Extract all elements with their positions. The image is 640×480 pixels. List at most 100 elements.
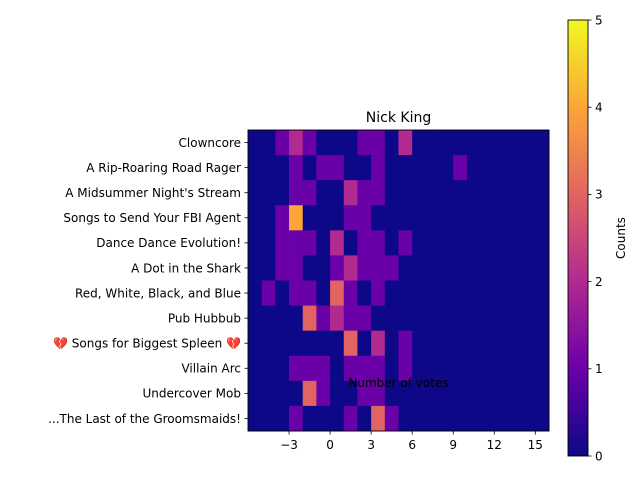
heatmap-cell xyxy=(343,380,358,407)
heatmap-cell xyxy=(453,155,468,181)
heatmap-cell xyxy=(384,380,399,407)
heatmap-cell xyxy=(453,230,468,256)
heatmap-cell xyxy=(316,255,331,281)
colorbar-tick-label: 5 xyxy=(595,13,603,27)
heatmap-cell xyxy=(275,280,290,306)
heatmap-cell xyxy=(330,330,345,357)
heatmap-cell xyxy=(521,330,536,357)
heatmap-cell xyxy=(412,230,427,256)
x-axis-label: Number of votes xyxy=(348,376,448,390)
heatmap-cell xyxy=(425,380,440,407)
heatmap-cell xyxy=(521,155,536,181)
heatmap-cell xyxy=(316,180,331,206)
heatmap-cell xyxy=(439,330,454,357)
heatmap-cell xyxy=(466,405,481,432)
heatmap-cell xyxy=(494,330,509,357)
heatmap-cell xyxy=(480,355,495,382)
heatmap-cell xyxy=(384,330,399,357)
heatmap-cell xyxy=(453,380,468,407)
heatmap-cell xyxy=(248,305,263,332)
heatmap-cell xyxy=(248,155,263,181)
heatmap-cell xyxy=(275,380,290,407)
heatmap-cell xyxy=(357,205,372,231)
heatmap-cell xyxy=(289,355,304,382)
heatmap-cell xyxy=(494,180,509,206)
heatmap-cell xyxy=(261,405,276,432)
heatmap-cell xyxy=(480,255,495,281)
heatmap-cell xyxy=(494,280,509,306)
heatmap-cell xyxy=(289,305,304,332)
heatmap-cell xyxy=(330,205,345,231)
heatmap-cell xyxy=(507,155,523,181)
colorbar-tick-label: 1 xyxy=(595,362,603,376)
heatmap-cell xyxy=(357,380,372,407)
heatmap-cell xyxy=(521,305,536,332)
x-axis: −3 0 3 6 9 12 15 xyxy=(280,431,543,452)
heatmap-cell xyxy=(357,355,372,382)
heatmap-cell xyxy=(275,230,290,256)
heatmap-cell xyxy=(302,180,317,206)
colorbar-tick-label: 3 xyxy=(595,188,603,202)
heatmap-cell xyxy=(439,255,454,281)
heatmap-cell xyxy=(261,355,276,382)
heatmap-cell xyxy=(480,180,495,206)
heatmap-cell xyxy=(439,280,454,306)
heatmap-cell xyxy=(384,180,399,206)
heatmap-cell xyxy=(453,205,468,231)
heatmap-cell xyxy=(507,205,523,231)
heatmap-cell xyxy=(412,380,427,407)
heatmap-cell xyxy=(316,230,331,256)
heatmap-cell xyxy=(425,155,440,181)
heatmap-cell xyxy=(330,380,345,407)
heatmap-cell xyxy=(494,155,509,181)
heatmap-cell xyxy=(453,180,468,206)
heatmap-cell xyxy=(480,155,495,181)
x-tick-label: 12 xyxy=(487,438,502,452)
heatmap-cell xyxy=(453,130,468,156)
heatmap-cell xyxy=(248,255,263,281)
heatmap-cell xyxy=(535,230,550,256)
heatmap-cell xyxy=(535,205,550,231)
heatmap-cell xyxy=(507,380,523,407)
heatmap-cell xyxy=(425,180,440,206)
heatmap-cell xyxy=(330,355,345,382)
heatmap-cell xyxy=(302,380,317,407)
heatmap-cell xyxy=(261,155,276,181)
heatmap-cell xyxy=(466,130,481,156)
heatmap-cell xyxy=(275,155,290,181)
heatmap-cell xyxy=(507,230,523,256)
heatmap-cell xyxy=(412,330,427,357)
colorbar-label: Counts xyxy=(614,217,628,259)
heatmap-cell xyxy=(466,155,481,181)
heatmap-cell xyxy=(330,155,345,181)
heatmap-cell xyxy=(412,280,427,306)
heatmap-cell xyxy=(439,180,454,206)
heatmap-cell xyxy=(384,155,399,181)
heatmap-cell xyxy=(425,405,440,432)
heatmap-cell xyxy=(357,155,372,181)
heatmap-cell xyxy=(289,330,304,357)
heatmap-cell xyxy=(302,355,317,382)
heatmap-cell xyxy=(398,280,413,306)
heatmap-cell xyxy=(248,380,263,407)
heatmap-cell xyxy=(357,130,372,156)
heatmap-cell xyxy=(398,180,413,206)
heatmap-cell xyxy=(302,330,317,357)
heatmap-cell xyxy=(494,230,509,256)
heatmap-cell xyxy=(371,380,386,407)
heatmap-cell xyxy=(507,255,523,281)
heatmap-cell xyxy=(248,280,263,306)
y-tick-label: A Midsummer Night's Stream xyxy=(65,186,241,200)
heatmap-cell xyxy=(453,305,468,332)
heatmap-cell xyxy=(439,405,454,432)
x-tick-label: 6 xyxy=(408,438,416,452)
heatmap-cell xyxy=(275,330,290,357)
heatmap-cell xyxy=(535,155,550,181)
heatmap-cell xyxy=(466,355,481,382)
heatmap-cell xyxy=(398,305,413,332)
heatmap-cell xyxy=(521,280,536,306)
heatmap-cell xyxy=(371,305,386,332)
heatmap-cell xyxy=(521,180,536,206)
heatmap-cell xyxy=(507,405,523,432)
heatmap-cell xyxy=(398,330,413,357)
